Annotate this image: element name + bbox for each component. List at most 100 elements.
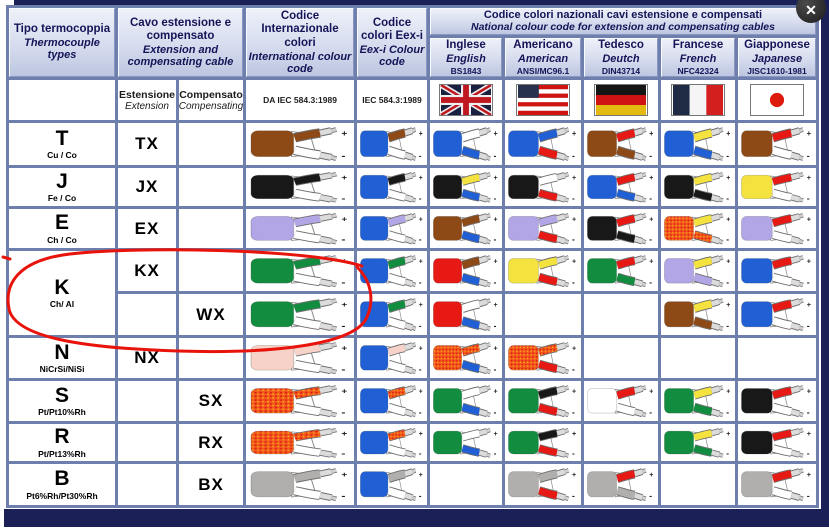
svg-text:+: + [419,129,423,139]
cable-illustration: +- [508,255,576,287]
svg-text:+: + [494,299,498,309]
cable-N-eexi: + - [357,338,427,378]
svg-text:-: - [572,277,575,287]
header-american-it: Americano [513,39,573,52]
svg-text:+: + [494,387,498,395]
cable-illustration: +- [587,255,654,287]
cable-KX-us: + - [505,251,581,291]
cable-illustration: +- [360,342,423,375]
subheader-extension-en: Extension [125,100,169,112]
svg-text:-: - [419,448,422,457]
extension-code-N: NX [118,338,176,378]
cable-KX-jp: + - [738,251,816,291]
cable-illustration: +- [433,255,498,287]
subheader-extension-it: Estensione [118,88,176,101]
cable-J-eexi: + - [357,168,427,206]
header-japanese-it: Giapponese [744,39,810,52]
cable-E-intl: + - [246,209,354,248]
cable-illustration: +- [360,171,423,203]
cable-KX-eexi: + - [357,251,427,291]
cable-illustration: +- [250,427,348,458]
header-french-en: French [679,52,717,65]
svg-text:+: + [727,300,731,309]
svg-text:-: - [419,277,422,288]
cable-E-de: + - [584,209,658,248]
cable-N-intl: + - [246,338,354,378]
svg-text:-: - [494,449,497,458]
header-japanese-en: Japanese [751,52,803,65]
header-thermocouple-type-it: Tipo termocoppia [13,23,111,36]
cable-E-eexi: + - [357,209,427,248]
cable-illustration: +- [433,427,498,458]
svg-text:-: - [572,234,575,244]
cable-illustration: +- [741,212,811,244]
header-national-codes-en: National colour code for extension and c… [471,21,775,34]
svg-text:-: - [419,490,422,501]
svg-text:+: + [419,175,423,182]
subheader-compensating-it: Compensato [179,88,243,101]
compensating-code-T [179,123,243,165]
svg-text:-: - [807,491,810,501]
cable-RX-jp: + - [738,424,816,461]
cable-illustration: +- [433,298,498,331]
cable-illustration: +- [508,127,577,161]
svg-text:+: + [807,386,812,395]
svg-text:+: + [572,386,576,395]
eexi-standard-ref: IEC 584.3:1989 [357,80,427,120]
svg-text:-: - [650,192,653,202]
header-japanese: Giapponese Japanese JISC1610-1981 [738,38,816,77]
cable-RX-intl: + - [246,424,354,461]
svg-text:-: - [650,407,653,417]
svg-text:-: - [650,234,653,244]
cable-illustration: +- [250,385,348,418]
svg-text:-: - [494,150,497,161]
svg-text:+: + [572,214,576,223]
cable-T-de: + - [584,123,658,165]
cable-illustration: +- [360,255,423,288]
svg-text:+: + [572,174,576,182]
cable-SX-de: + - [584,381,658,421]
cable-illustration: +- [664,212,731,244]
type-alloy: Cu / Co [47,150,77,161]
header-international-code-it: Codice Internazionale colori [261,9,339,49]
header-eexi-code: Codice colori Eex-i Eex-i Colour code [357,8,427,77]
svg-text:+: + [342,173,348,181]
cable-N-de [584,338,658,378]
svg-text:+: + [650,175,654,182]
cable-illustration: +- [250,212,348,245]
cable-BX-de: + - [584,464,658,505]
extension-code-E: EX [118,209,176,248]
close-button[interactable]: ✕ [796,0,826,23]
extension-code-BX [118,464,176,505]
extension-code-T: TX [118,123,176,165]
cable-N-en: + - [430,338,502,378]
svg-text:-: - [342,408,347,418]
svg-text:+: + [419,388,423,395]
compensating-code-RX: RX [179,424,243,461]
extension-code-J: JX [118,168,176,206]
cable-RX-en: + - [430,424,502,461]
svg-text:+: + [807,470,812,479]
svg-text:-: - [419,364,422,375]
cable-J-jp: + - [738,168,816,206]
header-american-std: ANSI/MC96.1 [516,65,570,76]
svg-text:+: + [494,129,498,139]
type-alloy: NiCrSi/NiSi [39,364,85,375]
cable-WX-us [505,294,581,335]
svg-text:+: + [342,257,348,265]
cable-illustration: +- [587,127,654,161]
cable-illustration: +- [664,298,731,331]
cable-RX-us: + - [505,424,581,461]
cable-illustration: +- [741,385,812,417]
header-german: Tedesco Deutch DIN43714 [584,38,658,77]
cable-SX-en: + - [430,381,502,421]
cable-N-us: + - [505,338,581,378]
cable-E-us: + - [505,209,581,248]
cable-illustration: +- [250,171,348,203]
svg-text:+: + [494,216,498,223]
type-alloy: Ch / Co [47,234,77,245]
cable-illustration: +- [508,468,577,501]
cable-SX-eexi: + - [357,381,427,421]
svg-text:+: + [494,257,498,265]
svg-text:+: + [419,430,423,437]
